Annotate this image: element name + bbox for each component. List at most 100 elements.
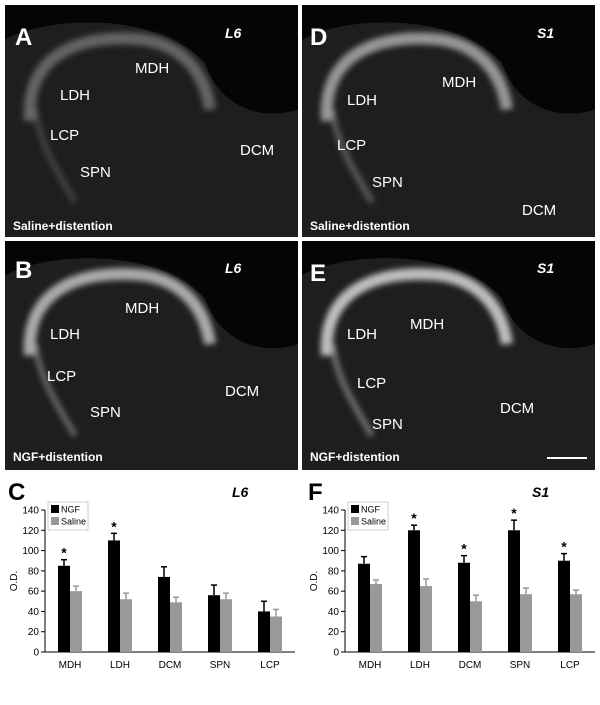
x-tick-label: LDH: [110, 660, 130, 671]
significance-marker: *: [461, 541, 467, 557]
y-tick-label: 120: [322, 526, 339, 537]
x-tick-label: MDH: [359, 660, 382, 671]
panel-letter: A: [15, 24, 32, 51]
x-tick-label: SPN: [210, 660, 231, 671]
condition-label: Saline+distention: [310, 219, 410, 233]
micrograph-panel: B L6 NGF+distention MDH LDH LCP SPN DCM: [5, 241, 298, 470]
dorsal-horn-staining: [23, 32, 216, 122]
section-label: L6: [225, 25, 242, 41]
condition-label: NGF+distention: [310, 450, 400, 464]
significance-marker: *: [61, 545, 67, 561]
panel-letter: B: [15, 257, 32, 284]
chart-title: S1: [532, 484, 549, 500]
y-tick-label: 0: [333, 648, 339, 659]
region-label: SPN: [80, 164, 111, 181]
dorsal-horn-staining: [23, 268, 216, 356]
panel-letter: E: [310, 260, 326, 287]
dorsal-horn-staining: [320, 32, 513, 122]
y-tick-label: 20: [28, 627, 40, 638]
micrograph-panel: A L6 Saline+distention MDH LDH LCP SPN DCM: [5, 5, 298, 237]
region-label: LDH: [347, 92, 377, 109]
lateral-staining: [329, 343, 375, 438]
y-tick-label: 20: [328, 627, 340, 638]
x-tick-label: DCM: [159, 660, 182, 671]
y-tick-label: 100: [22, 546, 39, 557]
region-label: LCP: [357, 375, 386, 392]
y-tick-label: 40: [28, 607, 40, 618]
lateral-staining: [32, 108, 78, 204]
region-label: SPN: [372, 416, 403, 433]
y-tick-label: 120: [22, 526, 39, 537]
region-label: MDH: [442, 74, 476, 91]
region-label: LDH: [60, 87, 90, 104]
y-tick-label: 100: [322, 546, 339, 557]
lateral-staining: [32, 343, 78, 438]
bar: [508, 530, 520, 652]
spinal-cord-tissue: [5, 22, 298, 237]
y-tick-label: 80: [328, 566, 340, 577]
x-tick-label: LCP: [560, 660, 580, 671]
bar: [358, 563, 370, 652]
bar: [220, 599, 232, 652]
bar: [470, 601, 482, 652]
region-label: DCM: [522, 202, 556, 219]
bar: [58, 565, 70, 652]
bar: [570, 594, 582, 652]
y-axis-label: O.D.: [309, 571, 320, 592]
region-label: MDH: [410, 316, 444, 333]
spinal-cord-tissue: [5, 258, 298, 470]
region-label: DCM: [500, 400, 534, 417]
y-tick-label: 60: [28, 587, 40, 598]
panel-letter: C: [8, 479, 25, 506]
y-tick-label: 80: [28, 566, 40, 577]
bar: [120, 599, 132, 652]
spinal-cord-tissue: [302, 22, 595, 237]
bar: [108, 540, 120, 652]
panel-letter: F: [308, 479, 323, 506]
region-label: LDH: [347, 326, 377, 343]
bar: [520, 594, 532, 652]
region-label: MDH: [135, 60, 169, 77]
chart-title: L6: [232, 484, 249, 500]
legend-swatch: [51, 517, 59, 525]
legend-label: Saline: [361, 517, 386, 527]
region-label: LCP: [337, 137, 366, 154]
significance-marker: *: [111, 518, 117, 534]
y-tick-label: 140: [22, 506, 39, 517]
region-label: LDH: [50, 326, 80, 343]
x-tick-label: LCP: [260, 660, 280, 671]
dorsal-horn-staining: [320, 268, 513, 356]
region-label: DCM: [240, 142, 274, 159]
x-tick-label: LDH: [410, 660, 430, 671]
legend-swatch: [351, 505, 359, 513]
legend-swatch: [51, 505, 59, 513]
bar: [170, 602, 182, 652]
section-label: S1: [537, 25, 554, 41]
region-label: LCP: [47, 368, 76, 385]
significance-marker: *: [511, 505, 517, 521]
bar: [558, 560, 570, 652]
y-tick-label: 140: [322, 506, 339, 517]
y-tick-label: 60: [328, 587, 340, 598]
x-tick-label: MDH: [59, 660, 82, 671]
y-tick-label: 40: [328, 607, 340, 618]
section-label: L6: [225, 260, 242, 276]
condition-label: Saline+distention: [13, 219, 113, 233]
bar: [458, 562, 470, 652]
bar: [370, 584, 382, 652]
region-label: SPN: [90, 404, 121, 421]
region-label: DCM: [225, 383, 259, 400]
x-tick-label: SPN: [510, 660, 531, 671]
condition-label: NGF+distention: [13, 450, 103, 464]
region-label: MDH: [125, 300, 159, 317]
bar: [70, 591, 82, 652]
panel-letter: D: [310, 24, 327, 51]
bar: [158, 576, 170, 652]
legend-label: NGF: [61, 505, 81, 515]
legend-label: Saline: [61, 517, 86, 527]
y-tick-label: 0: [33, 648, 39, 659]
micrograph-panel: D S1 Saline+distention MDH LDH LCP SPN DCM: [302, 5, 595, 237]
region-label: SPN: [372, 174, 403, 191]
significance-marker: *: [561, 539, 567, 555]
